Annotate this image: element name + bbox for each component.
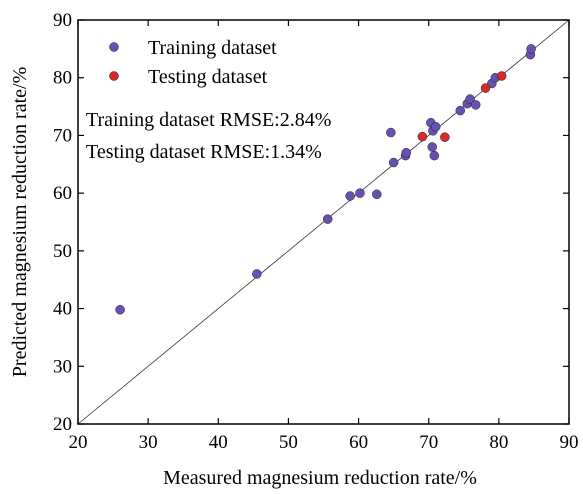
point bbox=[526, 44, 536, 54]
point bbox=[386, 127, 396, 138]
x-tick-label: 80 bbox=[489, 432, 508, 453]
point bbox=[401, 147, 412, 158]
annotation: Training dataset RMSE:2.84% bbox=[86, 109, 331, 131]
x-tick-label: 30 bbox=[139, 432, 158, 453]
x-tick-label: 50 bbox=[279, 432, 298, 453]
legend-marker bbox=[109, 71, 119, 81]
x-axis-label: Measured magnesium reduction rate/% bbox=[163, 467, 477, 489]
annotation: Testing dataset RMSE:1.34% bbox=[86, 141, 322, 163]
x-tick-label: 60 bbox=[349, 432, 368, 453]
point bbox=[417, 131, 428, 142]
y-tick-label: 80 bbox=[53, 68, 72, 89]
point bbox=[115, 304, 125, 315]
y-tick-label: 90 bbox=[53, 10, 72, 31]
point bbox=[372, 189, 382, 200]
point bbox=[252, 269, 262, 279]
point bbox=[345, 191, 355, 201]
y-tick-label: 70 bbox=[53, 125, 72, 146]
point bbox=[470, 100, 481, 110]
point bbox=[427, 142, 437, 152]
legend-label: Training dataset bbox=[148, 37, 277, 59]
legend-marker bbox=[109, 42, 119, 52]
y-tick-label: 50 bbox=[53, 241, 72, 262]
y-tick-label: 40 bbox=[53, 299, 72, 320]
point bbox=[355, 188, 365, 198]
x-tick-label: 20 bbox=[69, 432, 88, 453]
point bbox=[388, 157, 399, 168]
x-tick-label: 40 bbox=[209, 432, 228, 453]
point bbox=[322, 214, 333, 224]
point bbox=[496, 71, 507, 81]
point bbox=[440, 132, 450, 142]
legend-label: Testing dataset bbox=[148, 66, 268, 88]
plot-frame bbox=[77, 19, 570, 425]
point bbox=[430, 122, 441, 132]
point bbox=[480, 83, 491, 93]
y-tick-label: 20 bbox=[53, 414, 72, 435]
y-tick-label: 30 bbox=[53, 356, 72, 377]
y-tick-label: 60 bbox=[53, 183, 72, 204]
x-tick-label: 90 bbox=[560, 432, 579, 453]
point bbox=[455, 105, 466, 116]
point bbox=[429, 150, 440, 161]
x-tick-label: 70 bbox=[419, 432, 438, 453]
point bbox=[465, 94, 475, 104]
y-axis-label: Predicted magnesium reduction rate/% bbox=[9, 67, 31, 377]
